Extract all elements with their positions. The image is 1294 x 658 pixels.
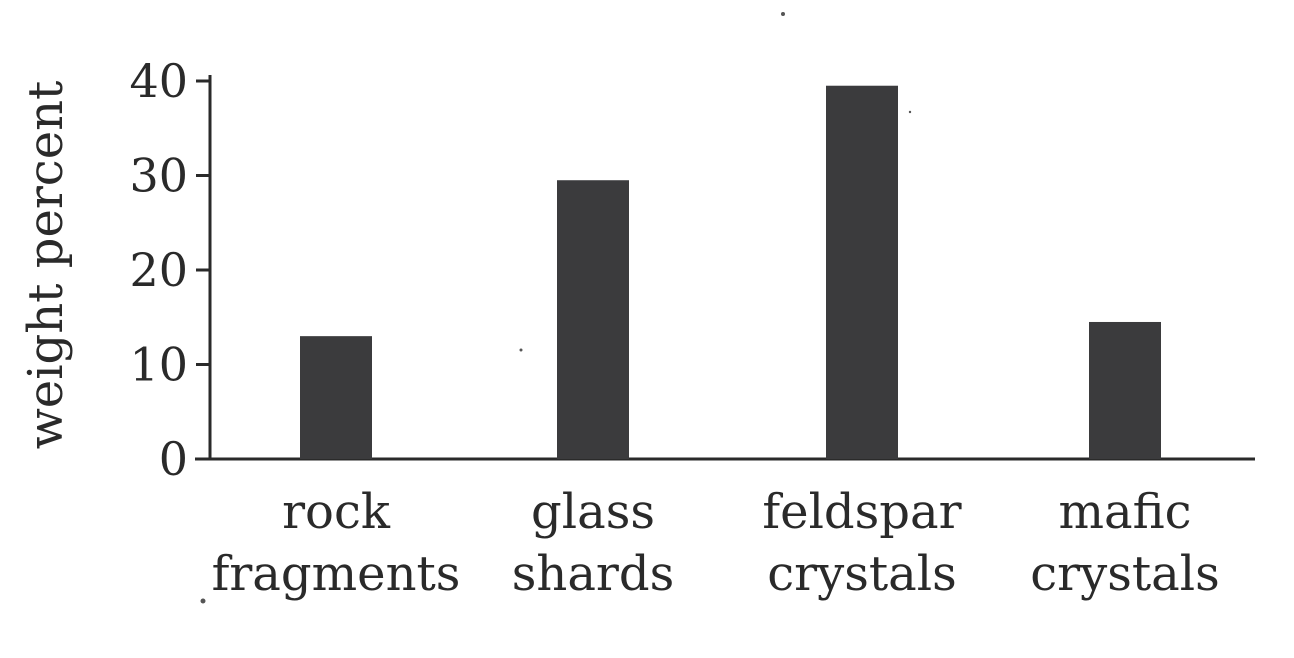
x-category-label: rock — [282, 484, 391, 540]
y-ticks: 0 10 20 30 40 — [129, 54, 210, 486]
y-tick-label: 20 — [129, 243, 188, 297]
bar — [1089, 321, 1161, 459]
x-category-label: shards — [512, 546, 674, 602]
bar — [300, 336, 372, 459]
x-category-label: glass — [531, 484, 655, 540]
y-tick-label: 40 — [129, 54, 188, 108]
scan-speck — [781, 12, 785, 16]
y-tick-label: 30 — [129, 149, 188, 203]
x-category-label: crystals — [767, 546, 956, 602]
scan-speck — [200, 598, 206, 604]
y-tick-label: 10 — [129, 338, 188, 392]
x-category-label: crystals — [1030, 546, 1219, 602]
bar — [557, 180, 629, 459]
x-category-label: fragments — [212, 546, 461, 602]
y-axis-title: weight percent — [18, 81, 74, 450]
bars — [300, 85, 1161, 459]
scan-speck — [908, 110, 912, 114]
bar — [826, 85, 898, 459]
scan-speck — [519, 348, 523, 352]
category-labels: rock fragments glass shards feldspar crystals… — [212, 484, 1220, 602]
x-category-label: mafic — [1058, 484, 1191, 540]
x-category-label: feldspar — [762, 484, 961, 540]
y-tick-label: 0 — [159, 432, 188, 486]
